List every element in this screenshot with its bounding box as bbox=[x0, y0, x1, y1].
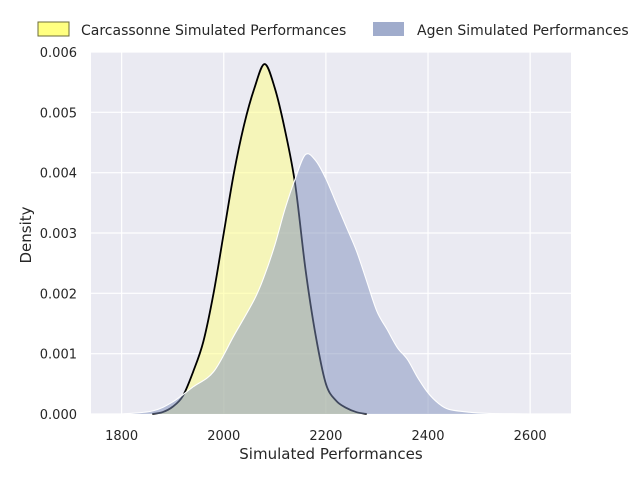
y-tick-label: 0.005 bbox=[40, 106, 77, 121]
density-area-agen bbox=[121, 153, 531, 415]
x-tick-label: 2200 bbox=[309, 429, 342, 444]
legend-item-agen[interactable]: Agen Simulated Performances bbox=[373, 22, 629, 39]
legend-item-carcassonne[interactable]: Carcassonne Simulated Performances bbox=[37, 21, 346, 39]
series-layer bbox=[121, 63, 531, 415]
x-tick-label: 1800 bbox=[105, 429, 138, 444]
legend: Carcassonne Simulated Performances Agen … bbox=[37, 21, 629, 39]
y-tick-label: 0.004 bbox=[40, 167, 77, 182]
x-tick-label: 2600 bbox=[514, 429, 547, 444]
y-axis-title: Density bbox=[17, 206, 35, 263]
y-tick-label: 0.002 bbox=[40, 287, 77, 302]
y-tick-label: 0.003 bbox=[40, 227, 77, 242]
x-axis: 1800 2000 2200 2400 2600 bbox=[105, 429, 547, 444]
x-tick-label: 2000 bbox=[207, 429, 240, 444]
legend-label-carcassonne: Carcassonne Simulated Performances bbox=[81, 23, 346, 39]
x-axis-title: Simulated Performances bbox=[239, 445, 423, 463]
y-tick-label: 0.001 bbox=[40, 348, 77, 363]
y-tick-label: 0.000 bbox=[40, 408, 77, 423]
plot-area bbox=[91, 51, 571, 415]
density-line-agen bbox=[121, 153, 531, 415]
legend-swatch-carcassonne bbox=[37, 21, 70, 37]
legend-swatch-agen bbox=[373, 22, 404, 36]
legend-label-agen: Agen Simulated Performances bbox=[417, 23, 629, 39]
x-tick-label: 2400 bbox=[411, 429, 444, 444]
y-axis: 0.000 0.001 0.002 0.003 0.004 0.005 0.006 bbox=[40, 46, 77, 423]
y-tick-label: 0.006 bbox=[40, 46, 77, 61]
